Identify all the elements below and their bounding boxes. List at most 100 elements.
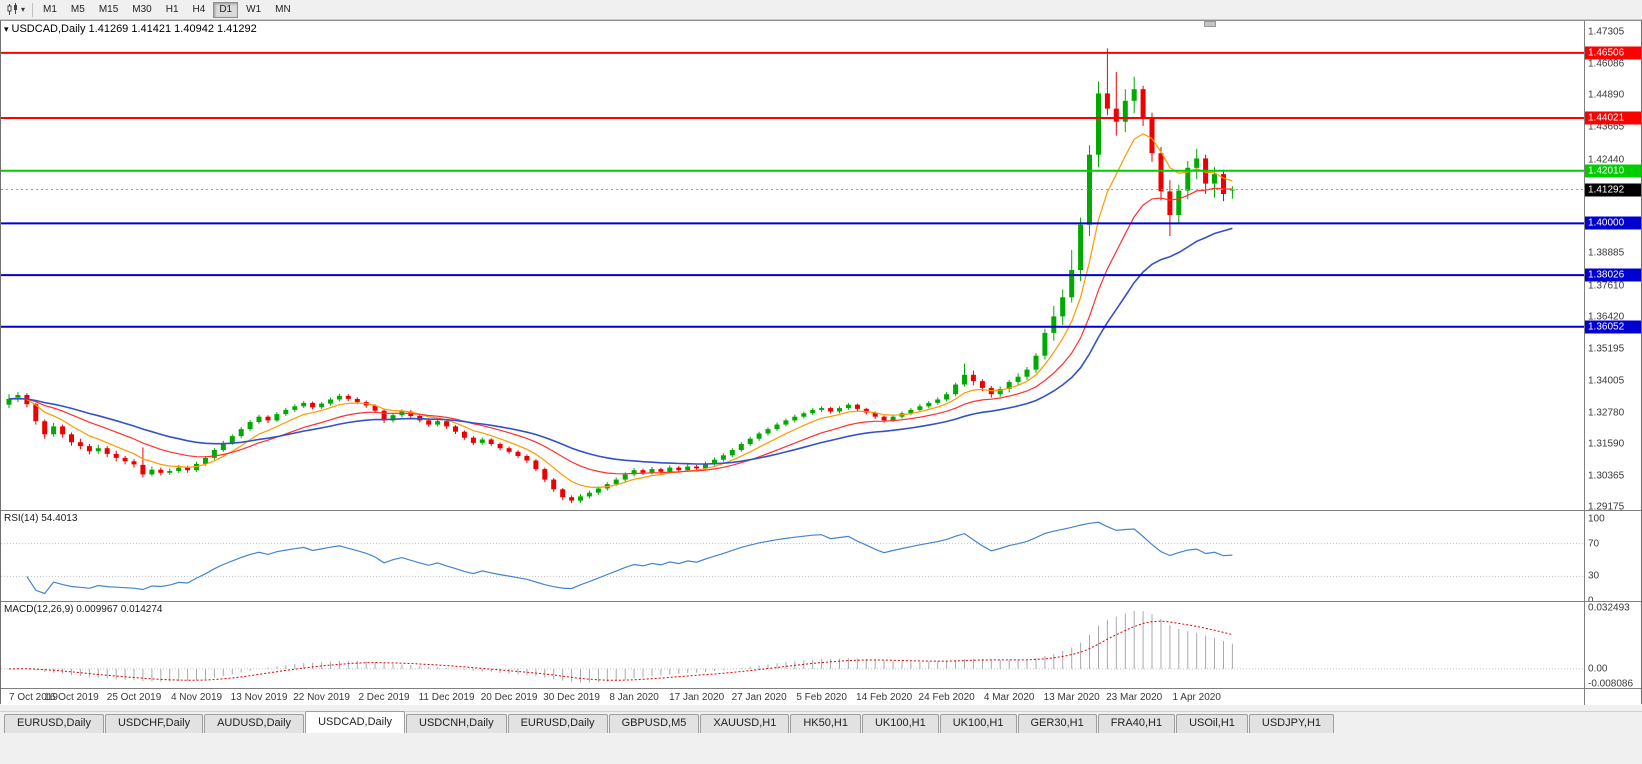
price-axis-label: 1.43665: [1588, 121, 1625, 133]
date-axis-label: 30 Dec 2019: [543, 692, 600, 703]
chart-title: ▾ USDCAD,Daily 1.41269 1.41421 1.40942 1…: [4, 23, 257, 35]
timeframe-button-m30[interactable]: M30: [132, 4, 152, 15]
toolbar-divider: [32, 2, 34, 17]
main-chart-svg[interactable]: [1, 21, 1584, 510]
price-axis-label: 1.46086: [1588, 58, 1625, 70]
candlestick-chart-icon: [7, 3, 17, 15]
rsi-pane: RSI(14) 54.4013 100 70 30 0: [1, 510, 1641, 601]
symbol-tab-hk50-h1[interactable]: HK50,H1: [790, 714, 861, 733]
symbol-tab-bar: EURUSD,Daily USDCHF,Daily AUDUSD,Daily USDC…: [0, 711, 1642, 733]
main-chart-pane: ▾ USDCAD,Daily 1.41269 1.41421 1.40942 1…: [1, 21, 1641, 510]
timeframe-button-m15[interactable]: M15: [98, 4, 119, 15]
date-axis-label: 24 Feb 2020: [918, 692, 975, 703]
macd-histogram: [17, 610, 1233, 683]
date-axis-label: 17 Jan 2020: [669, 692, 725, 703]
rsi-axis: 100 70 30 0: [1584, 511, 1641, 601]
collapse-triangle-icon[interactable]: ▾: [4, 23, 9, 34]
symbol-tab-usdcad-daily[interactable]: USDCAD,Daily: [305, 711, 406, 733]
timeframe-button-h1[interactable]: H1: [165, 4, 179, 15]
hline-price-tag: 1.40000: [1585, 216, 1641, 230]
date-axis-label: 11 Dec 2019: [418, 692, 475, 703]
date-axis-label: 13 Mar 2020: [1043, 692, 1100, 703]
top-toolbar: ▾ M1 M5 M15 M30 H1 H4 D1 W1 MN: [0, 0, 1642, 20]
hline-price-tag: 1.36052: [1585, 320, 1641, 334]
price-axis-label: 1.32780: [1588, 407, 1625, 419]
symbol-tab-uk100-h1[interactable]: UK100,H1: [939, 714, 1017, 733]
timeframe-button-d1[interactable]: D1: [213, 1, 239, 18]
macd-plot[interactable]: MACD(12,26,9) 0.009967 0.014274: [1, 602, 1584, 688]
date-axis-label: 1 Apr 2020: [1172, 692, 1221, 703]
symbol-tab-usdcnh-daily[interactable]: USDCNH,Daily: [406, 714, 507, 733]
current-price-tag: 1.41292: [1585, 183, 1641, 196]
main-plot[interactable]: ▾ USDCAD,Daily 1.41269 1.41421 1.40942 1…: [1, 21, 1584, 510]
symbol-tab-fra40-h1[interactable]: FRA40,H1: [1097, 714, 1176, 733]
symbol-tab-usdchf-daily[interactable]: USDCHF,Daily: [104, 714, 204, 733]
chevron-down-icon[interactable]: ▾: [21, 4, 26, 14]
date-axis-corner: [1584, 689, 1641, 705]
chart-type-control[interactable]: ▾: [3, 1, 28, 19]
rsi-axis-label: 0: [1588, 595, 1594, 602]
rsi-line: [26, 521, 1233, 595]
candles-layer: [6, 48, 1235, 504]
price-axis-label: 1.42440: [1588, 154, 1625, 165]
rsi-axis-label: 70: [1588, 538, 1600, 550]
date-axis-label: 25 Oct 2019: [106, 692, 162, 703]
date-axis-label: 20 Dec 2019: [480, 692, 538, 703]
date-axis-label: 27 Jan 2020: [731, 692, 787, 703]
date-axis-label: 4 Mar 2020: [983, 692, 1035, 703]
price-axis-label: 1.30365: [1588, 470, 1625, 482]
price-axis-label: 1.47305: [1588, 26, 1625, 38]
date-axis-label: 22 Nov 2019: [293, 692, 350, 703]
macd-label: MACD(12,26,9) 0.009967 0.014274: [4, 604, 163, 615]
symbol-tab-eurusd-daily[interactable]: EURUSD,Daily: [4, 714, 104, 733]
timeframe-button-mn[interactable]: MN: [275, 4, 291, 15]
symbol-tab-eurusd-daily[interactable]: EURUSD,Daily: [507, 714, 608, 733]
ma-fast-line: [8, 133, 1233, 489]
date-axis-label: 23 Mar 2020: [1106, 692, 1163, 703]
symbol-tab-usdjpy-h1[interactable]: USDJPY,H1: [1248, 714, 1335, 733]
date-axis-row: 7 Oct 2019 16 Oct 2019 25 Oct 2019 4 Nov 20…: [1, 688, 1641, 705]
symbol-tab-gbpusd-m5[interactable]: GBPUSD,M5: [608, 714, 700, 733]
symbol-tab-xauusd-h1[interactable]: XAUUSD,H1: [700, 714, 790, 733]
rsi-axis-label: 100: [1588, 513, 1605, 525]
date-axis-label: 14 Feb 2020: [856, 692, 913, 703]
date-axis-label: 7 Oct 2019: [9, 692, 58, 703]
timeframe-group: M1 M5 M15 M30 H1 H4 D1 W1 MN: [37, 1, 297, 18]
timeframe-button-h4[interactable]: H4: [192, 4, 206, 15]
chart-window: ▾ USDCAD,Daily 1.41269 1.41421 1.40942 1…: [0, 20, 1642, 705]
symbol-tab-audusd-daily[interactable]: AUDUSD,Daily: [204, 714, 305, 733]
symbol-tab-usoil-h1[interactable]: USOil,H1: [1176, 714, 1248, 733]
price-axis-label: 1.44890: [1588, 89, 1625, 101]
timeframe-button-w1[interactable]: W1: [246, 4, 262, 15]
ma-slow-line: [8, 227, 1233, 465]
rsi-svg: [1, 521, 1584, 595]
hline-price-tag: 1.42010: [1585, 164, 1641, 178]
hline-price-tag: 1.38026: [1585, 268, 1641, 282]
symbol-tab-ger30-h1[interactable]: GER30,H1: [1017, 714, 1097, 733]
date-axis[interactable]: 7 Oct 2019 16 Oct 2019 25 Oct 2019 4 Nov 20…: [1, 689, 1584, 705]
macd-signal-line: [8, 620, 1233, 681]
date-axis-label: 5 Feb 2020: [796, 692, 847, 703]
ma-medium-line: [8, 187, 1233, 475]
chart-scroll-marker[interactable]: [1204, 21, 1216, 27]
macd-svg: [1, 610, 1584, 683]
date-axis-label: 2 Dec 2019: [358, 692, 410, 703]
symbol-tab-uk100-h1[interactable]: UK100,H1: [861, 714, 939, 733]
timeframe-button-m1[interactable]: M1: [43, 4, 57, 15]
chart-title-text: USDCAD,Daily 1.41269 1.41421 1.40942 1.4…: [11, 23, 257, 35]
hline-price-tag: 1.46506: [1585, 46, 1641, 60]
timeframe-button-m5[interactable]: M5: [70, 4, 85, 15]
rsi-axis-label: 30: [1588, 570, 1600, 582]
main-price-axis: 1.47305 1.46086 1.44890 1.43665 1.42440 1.388…: [1584, 21, 1641, 510]
rsi-plot[interactable]: RSI(14) 54.4013: [1, 511, 1584, 601]
date-axis-label: 13 Nov 2019: [230, 692, 288, 703]
date-axis-label: 16 Oct 2019: [44, 692, 99, 703]
price-axis-label: 1.36420: [1588, 311, 1625, 323]
macd-axis: 0.032493 0.00 -0.008086: [1584, 602, 1641, 688]
price-axis-label: 1.29175: [1588, 501, 1625, 511]
macd-axis-label: -0.008086: [1588, 678, 1634, 689]
macd-axis-label: 0.032493: [1588, 602, 1630, 614]
macd-pane: MACD(12,26,9) 0.009967 0.014274 0.032493…: [1, 601, 1641, 688]
hline-price-tag: 1.44021: [1585, 111, 1641, 125]
macd-axis-label: 0.00: [1588, 663, 1608, 675]
